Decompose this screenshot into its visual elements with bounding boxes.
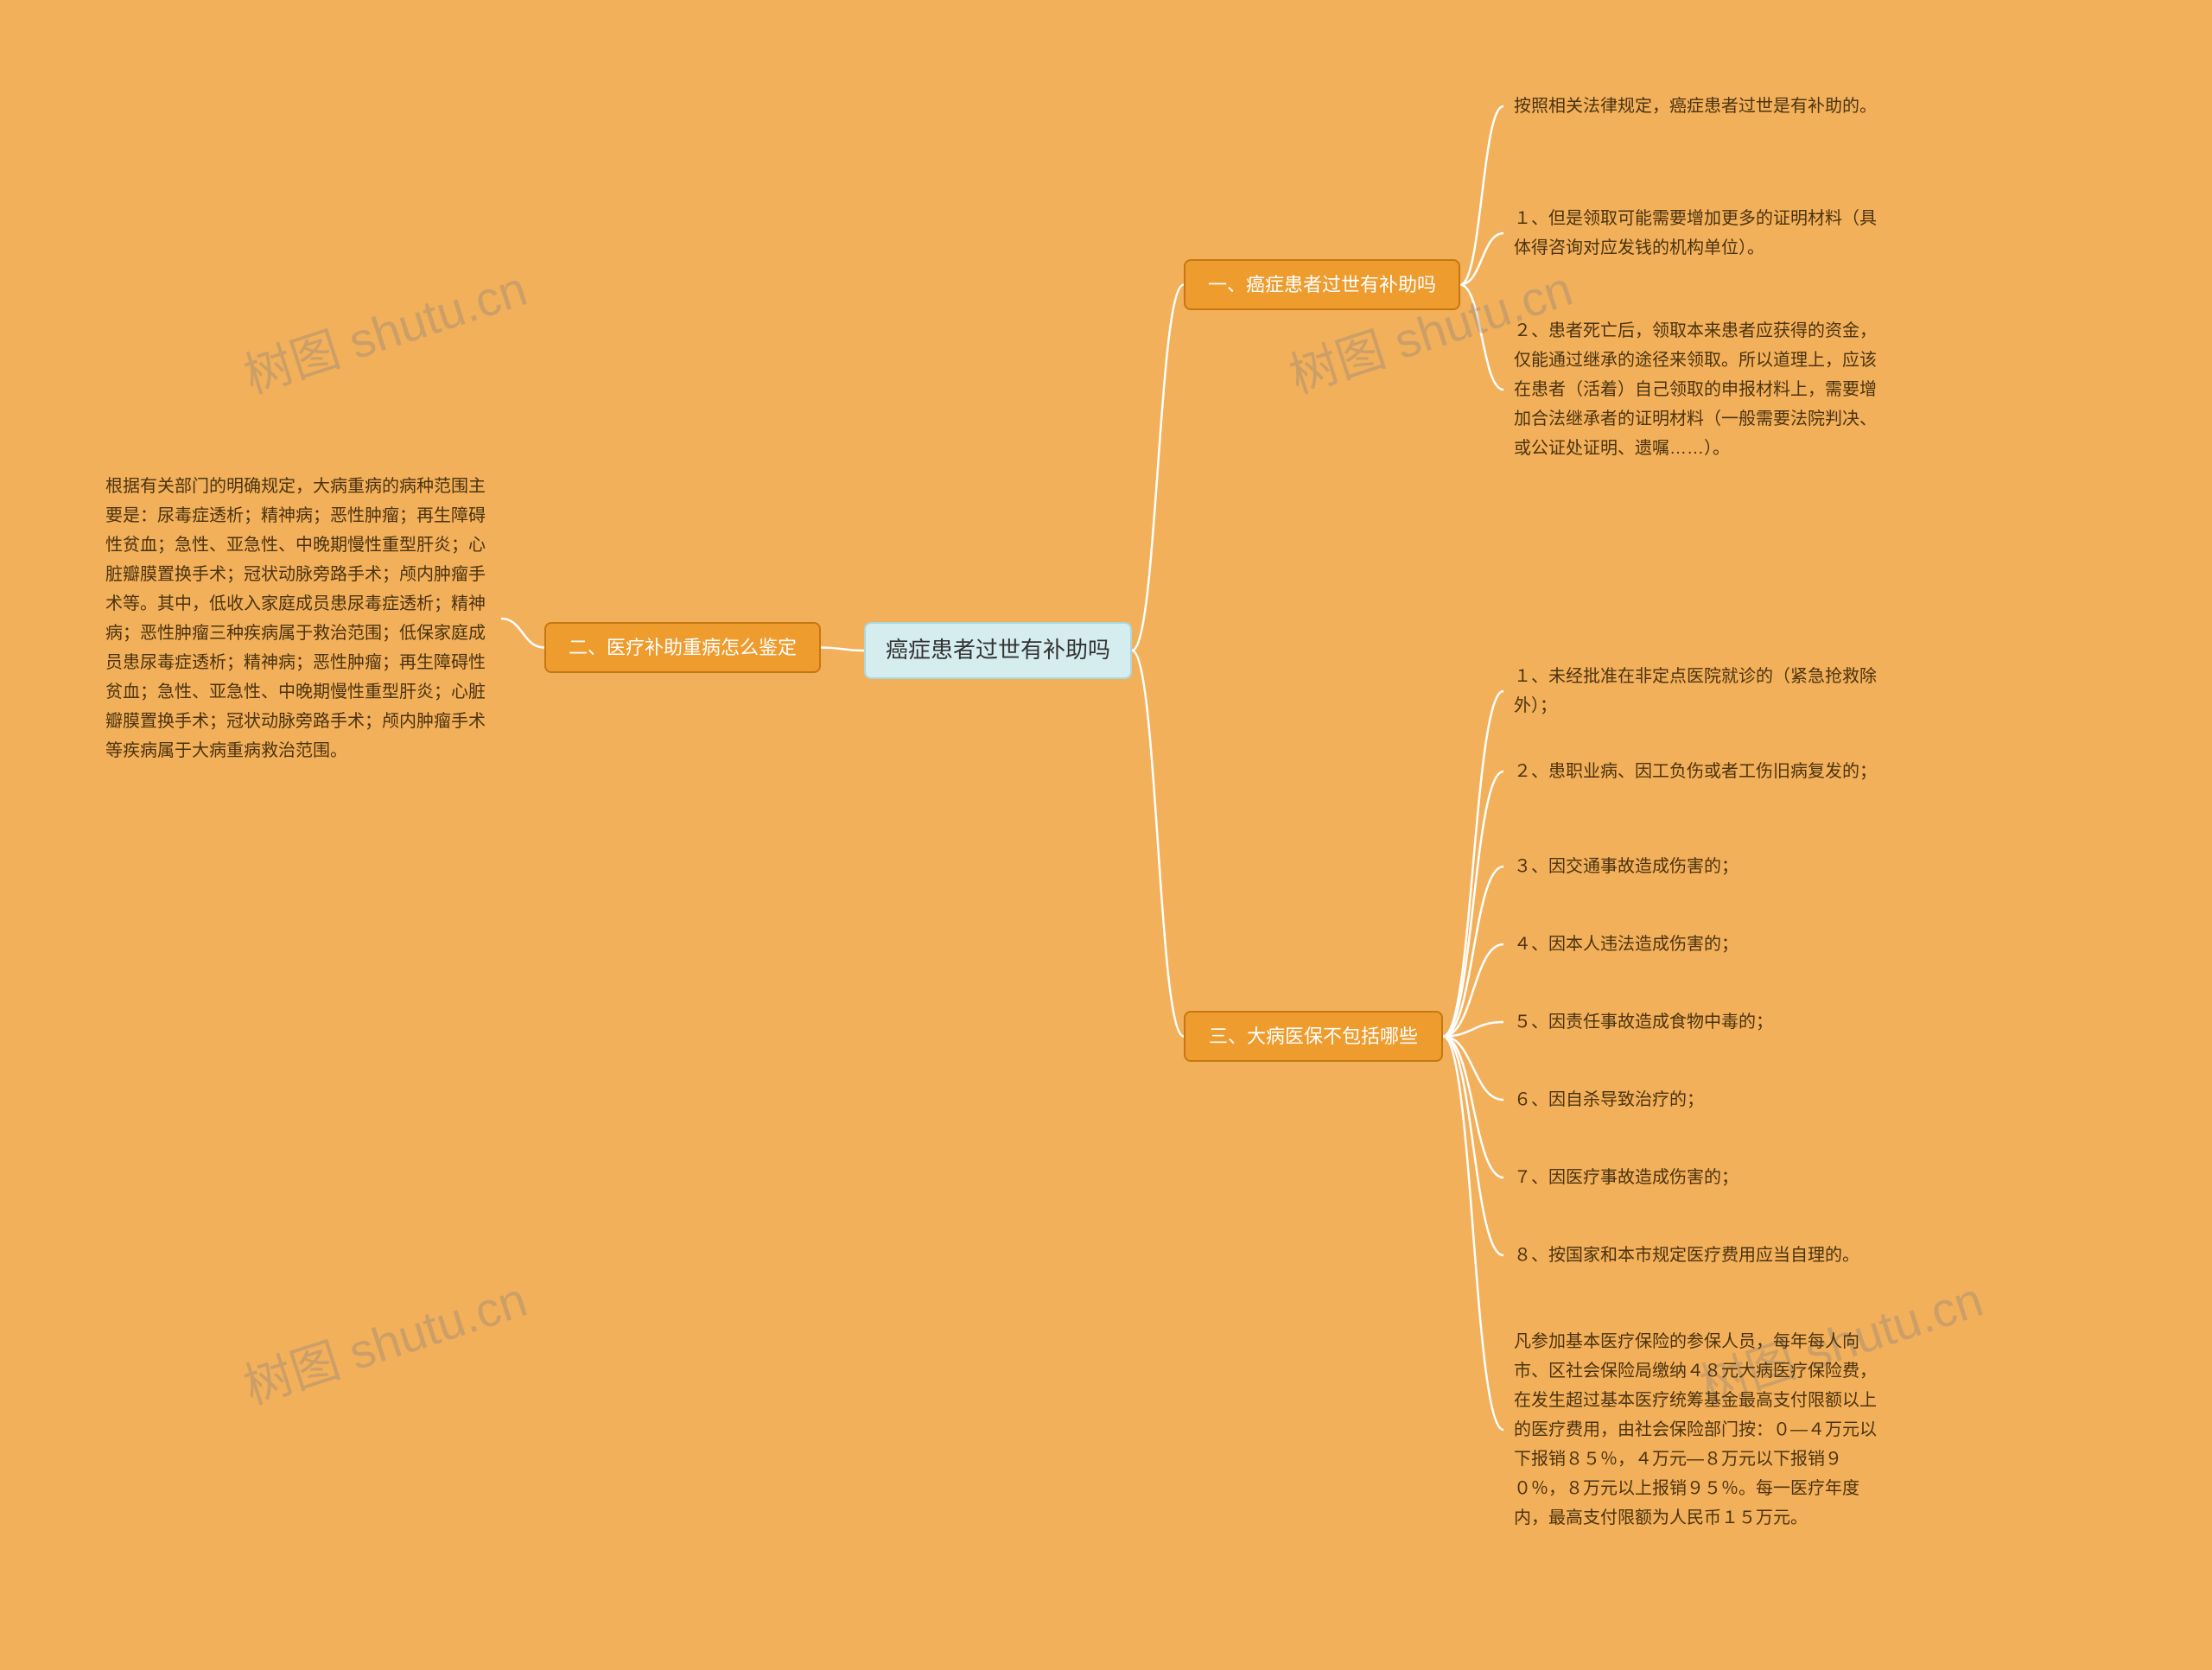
leaf-node[interactable]: ８、按国家和本市规定医疗费用应当自理的。: [1503, 1235, 1901, 1275]
leaf-node[interactable]: ６、因自杀导致治疗的；: [1503, 1080, 1901, 1120]
root-node[interactable]: 癌症患者过世有补助吗: [864, 622, 1132, 679]
leaf-node[interactable]: ２、患者死亡后，领取本来患者应获得的资金，仅能通过继承的途径来领取。所以道理上，…: [1503, 311, 1901, 468]
leaf-node[interactable]: １、但是领取可能需要增加更多的证明材料（具体得咨询对应发钱的机构单位）。: [1503, 199, 1901, 268]
leaf-node[interactable]: ３、因交通事故造成伤害的；: [1503, 847, 1901, 886]
leaf-node[interactable]: ７、因医疗事故造成伤害的；: [1503, 1158, 1901, 1197]
branch-node-two[interactable]: 二、医疗补助重病怎么鉴定: [544, 622, 821, 673]
watermark: 树图 shutu.cn: [234, 251, 535, 408]
leaf-node[interactable]: ４、因本人违法造成伤害的；: [1503, 924, 1901, 964]
watermark: 树图 shutu.cn: [234, 1261, 535, 1419]
leaf-node[interactable]: ２、患职业病、因工负伤或者工伤旧病复发的；: [1503, 752, 1901, 791]
branch-node-three[interactable]: 三、大病医保不包括哪些: [1184, 1011, 1443, 1062]
branch-node-one[interactable]: 一、癌症患者过世有补助吗: [1184, 259, 1460, 310]
leaf-node[interactable]: 根据有关部门的明确规定，大病重病的病种范围主要是：尿毒症透析；精神病；恶性肿瘤；…: [95, 467, 501, 771]
leaf-node[interactable]: 凡参加基本医疗保险的参保人员，每年每人向市、区社会保险局缴纳４８元大病医疗保险费…: [1503, 1322, 1901, 1538]
leaf-node[interactable]: １、未经批准在非定点医院就诊的（紧急抢救除外）；: [1503, 657, 1901, 726]
leaf-node[interactable]: ５、因责任事故造成食物中毒的；: [1503, 1002, 1901, 1042]
leaf-node[interactable]: 按照相关法律规定，癌症患者过世是有补助的。: [1503, 86, 1901, 126]
mindmap-canvas: 树图 shutu.cn 树图 shutu.cn 树图 shutu.cn 树图 s…: [0, 0, 2212, 1670]
